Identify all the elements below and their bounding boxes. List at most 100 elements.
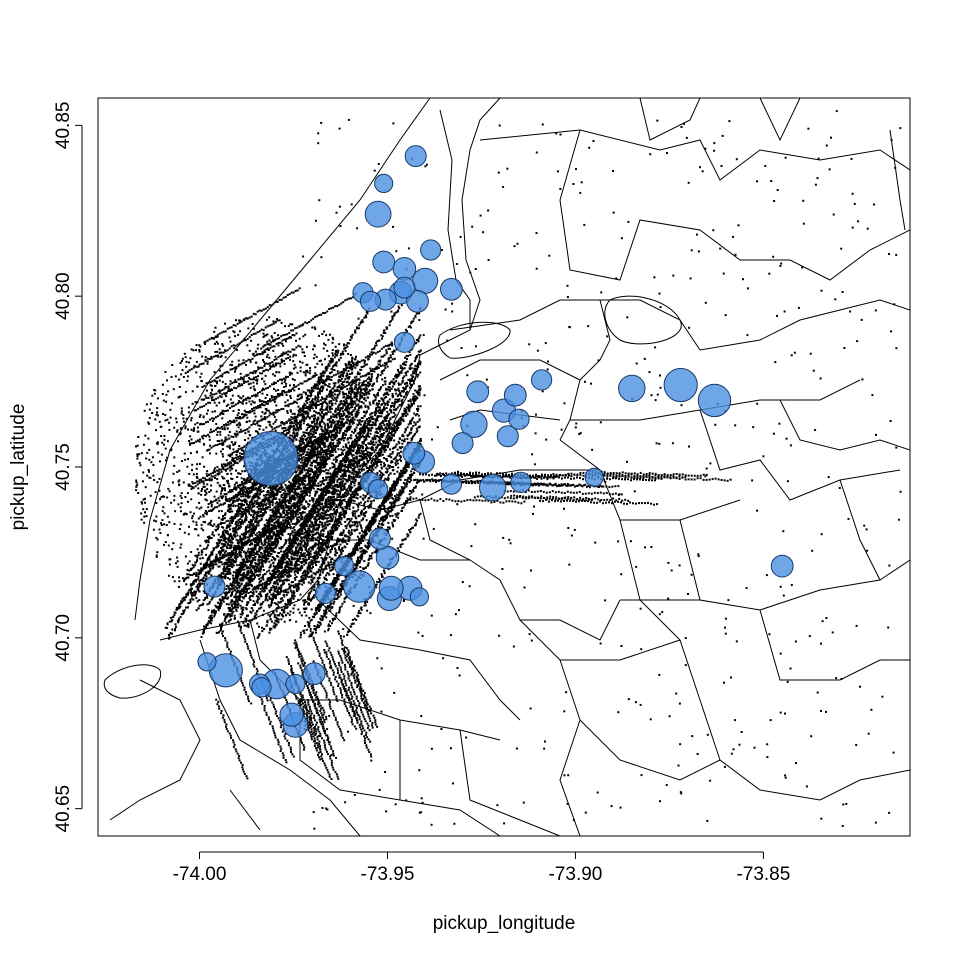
pickup-point (266, 621, 269, 624)
pickup-point (333, 465, 336, 468)
pickup-point (305, 538, 308, 541)
pickup-point (258, 515, 261, 518)
pickup-point (368, 466, 371, 469)
pickup-point (209, 616, 212, 619)
pickup-point (337, 495, 340, 498)
pickup-point (340, 383, 343, 385)
pickup-point (342, 396, 345, 399)
pickup-point (303, 524, 306, 527)
pickup-point (241, 579, 244, 582)
pickup-point (368, 557, 371, 560)
pickup-point (292, 436, 295, 439)
pickup-point (348, 342, 351, 345)
pickup-point (328, 478, 331, 481)
pickup-point (332, 504, 335, 507)
pickup-point (282, 519, 285, 522)
pickup-point (275, 530, 278, 533)
pickup-point (385, 387, 388, 390)
pickup-point (203, 627, 206, 630)
pickup-point (341, 480, 344, 483)
pickup-point (294, 578, 297, 581)
pickup-point (365, 449, 368, 452)
pickup-point (264, 583, 267, 586)
pickup-point (231, 521, 233, 524)
pickup-point (331, 354, 334, 357)
pickup-point (398, 404, 401, 407)
pickup-point (383, 464, 386, 466)
pickup-point (265, 519, 268, 522)
pickup-point (169, 616, 172, 619)
pickup-point (318, 515, 321, 518)
pickup-point (330, 371, 333, 374)
pickup-point (288, 495, 291, 498)
pickup-point (185, 606, 187, 609)
pickup-point (331, 394, 334, 397)
pickup-point (224, 562, 227, 565)
pickup-point (228, 608, 231, 611)
pickup-point (197, 573, 200, 576)
pickup-point (317, 496, 320, 499)
pickup-point (244, 506, 247, 509)
pickup-point (374, 438, 377, 441)
pickup-point (264, 572, 267, 575)
pickup-point (380, 471, 382, 474)
pickup-point (385, 426, 388, 429)
pickup-point (382, 331, 385, 334)
pickup-point (342, 464, 345, 467)
pickup-point (387, 455, 390, 458)
pickup-point (362, 494, 365, 497)
pickup-point (385, 458, 388, 461)
pickup-point (348, 373, 351, 375)
pickup-point (417, 340, 420, 343)
pickup-point (328, 360, 331, 363)
pickup-point (412, 490, 415, 493)
pickup-point (324, 401, 327, 404)
pickup-point (338, 386, 341, 389)
pickup-point (318, 504, 321, 507)
pickup-point (296, 431, 299, 434)
pickup-point (234, 535, 237, 538)
pickup-point (371, 459, 374, 462)
pickup-point (318, 411, 320, 414)
pickup-point (201, 580, 204, 583)
pickup-point (364, 495, 367, 497)
pickup-point (320, 455, 323, 458)
pickup-point (256, 499, 259, 502)
pickup-point (350, 364, 352, 366)
pickup-point (341, 582, 344, 585)
pickup-point (192, 565, 195, 568)
pickup-point (239, 599, 241, 602)
pickup-point (252, 528, 255, 531)
pickup-point (337, 405, 340, 408)
pickup-point (302, 474, 305, 477)
pickup-point (303, 563, 306, 566)
pickup-point (331, 617, 334, 620)
pickup-point (194, 564, 197, 567)
pickup-point (369, 452, 372, 454)
pickup-point (302, 434, 305, 436)
pickup-point (339, 511, 342, 514)
pickup-point (346, 438, 349, 441)
pickup-point (352, 476, 355, 478)
pickup-point (265, 559, 268, 562)
pickup-point (370, 417, 373, 420)
pickup-point (313, 423, 316, 425)
pickup-point (279, 521, 282, 524)
pickup-point (333, 436, 336, 439)
pickup-point (225, 559, 228, 562)
pickup-point (242, 574, 245, 577)
pickup-point (251, 572, 254, 575)
pickup-point (345, 445, 348, 448)
pickup-point (331, 360, 334, 363)
pickup-point (294, 573, 297, 576)
pickup-point (214, 612, 217, 615)
pickup-point (301, 572, 304, 575)
pickup-point (355, 361, 358, 364)
pickup-point (305, 539, 308, 542)
pickup-point (287, 538, 290, 541)
pickup-point (372, 458, 375, 461)
pickup-point (299, 453, 302, 456)
pickup-point (347, 402, 350, 405)
pickup-point (273, 547, 276, 550)
pickup-point (333, 393, 336, 396)
